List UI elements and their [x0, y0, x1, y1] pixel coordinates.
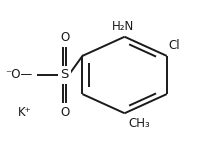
Text: O: O — [60, 31, 69, 44]
Text: ⁻O—: ⁻O— — [5, 69, 32, 81]
Text: O: O — [60, 106, 69, 119]
Text: K⁺: K⁺ — [18, 106, 31, 119]
Text: Cl: Cl — [169, 39, 180, 52]
Text: CH₃: CH₃ — [128, 117, 150, 130]
Text: H₂N: H₂N — [111, 20, 134, 33]
Text: S: S — [60, 69, 69, 81]
